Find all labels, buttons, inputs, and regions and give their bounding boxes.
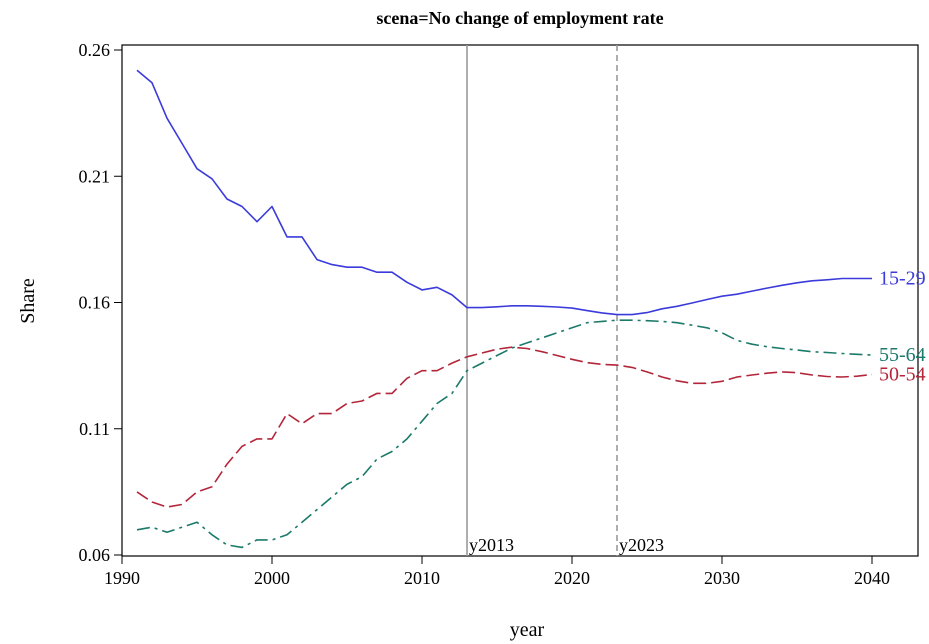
series-line-55-64 <box>136 319 873 549</box>
reference-label-y2023: y2023 <box>619 535 664 555</box>
series-label-55-64: 55-64 <box>879 344 926 366</box>
x-tick-label: 2020 <box>554 568 590 588</box>
y-axis-title: Share <box>17 278 39 324</box>
chart-title: scena=No change of employment rate <box>376 8 663 28</box>
series-line-50-54 <box>136 346 873 508</box>
x-tick-label: 2030 <box>704 568 740 588</box>
y-tick-label: 0.16 <box>79 293 111 313</box>
y-tick-label: 0.11 <box>79 419 110 439</box>
reference-label-y2013: y2013 <box>469 535 514 555</box>
series-label-50-54: 50-54 <box>879 363 926 385</box>
plot-frame <box>121 44 919 557</box>
x-axis-title: year <box>510 619 545 641</box>
y-tick-label: 0.06 <box>79 545 111 565</box>
x-tick-label: 1990 <box>104 568 140 588</box>
x-tick-label: 2040 <box>854 568 890 588</box>
series-line-15-29 <box>136 69 872 316</box>
x-tick-label: 2000 <box>254 568 290 588</box>
x-tick-label: 2010 <box>404 568 440 588</box>
y-tick-label: 0.21 <box>79 166 111 186</box>
plot-area: 0.06 0.11 0.16 0.21 0.26 1990 2000 2010 2020 2030… <box>79 40 926 588</box>
series-label-15-29: 15-29 <box>879 268 926 290</box>
y-tick-label: 0.26 <box>79 40 111 60</box>
